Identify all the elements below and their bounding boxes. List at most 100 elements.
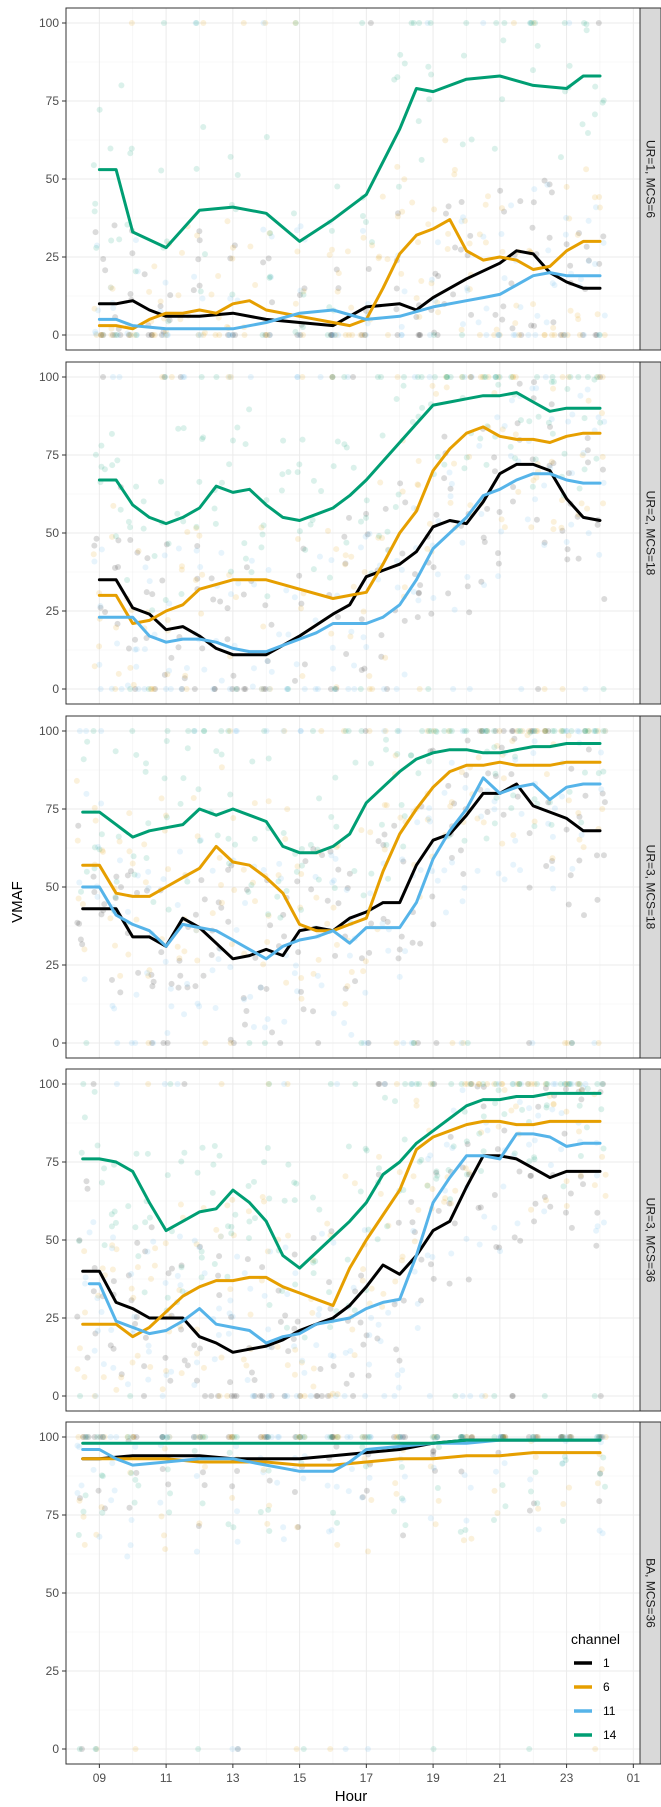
- data-point: [357, 332, 364, 338]
- data-point: [93, 535, 100, 542]
- data-point: [594, 1434, 601, 1440]
- data-point: [444, 374, 451, 380]
- data-point: [368, 239, 375, 246]
- data-point: [493, 20, 500, 26]
- data-point: [384, 918, 391, 925]
- data-point: [149, 591, 156, 598]
- data-point: [192, 20, 199, 26]
- data-point: [202, 1040, 209, 1046]
- data-point: [527, 20, 534, 26]
- data-point: [262, 20, 269, 26]
- data-point: [293, 1393, 300, 1399]
- data-point: [302, 858, 309, 865]
- data-point: [526, 1507, 533, 1514]
- data-point: [574, 728, 581, 734]
- data-point: [542, 728, 549, 734]
- data-point: [358, 955, 365, 962]
- y-tick-label: 25: [46, 1664, 60, 1678]
- data-point: [300, 545, 307, 552]
- data-point: [344, 983, 351, 990]
- data-point: [148, 332, 155, 338]
- data-point: [309, 517, 316, 524]
- data-point: [301, 1434, 308, 1440]
- data-point: [393, 1346, 400, 1353]
- data-point: [343, 1380, 350, 1387]
- data-point: [208, 1393, 215, 1399]
- data-point: [464, 287, 471, 294]
- data-point: [317, 1365, 324, 1372]
- data-point: [361, 569, 368, 576]
- data-point: [197, 332, 204, 338]
- data-point: [328, 246, 335, 253]
- data-point: [125, 645, 132, 652]
- data-point: [577, 1152, 584, 1159]
- data-point: [264, 593, 271, 600]
- data-point: [80, 1434, 87, 1440]
- data-point: [399, 208, 406, 215]
- data-point: [310, 1259, 317, 1266]
- data-point: [601, 799, 608, 806]
- data-point: [350, 1284, 357, 1291]
- data-point: [424, 728, 431, 734]
- data-point: [218, 1233, 225, 1240]
- data-point: [434, 453, 441, 460]
- data-point: [545, 247, 552, 254]
- data-point: [397, 1434, 404, 1440]
- data-point: [294, 469, 301, 476]
- data-point: [277, 875, 284, 882]
- data-point: [260, 226, 267, 233]
- data-point: [477, 374, 484, 380]
- data-point: [531, 728, 538, 734]
- data-point: [575, 1081, 582, 1087]
- data-point: [101, 466, 108, 473]
- data-point: [227, 1040, 234, 1046]
- data-point: [543, 862, 550, 869]
- data-point: [599, 1434, 606, 1440]
- data-point: [335, 270, 342, 277]
- data-point: [194, 575, 201, 582]
- data-point: [277, 914, 284, 921]
- data-point: [361, 1455, 368, 1462]
- data-point: [498, 1434, 505, 1440]
- data-point: [124, 1553, 131, 1560]
- data-point: [278, 487, 285, 494]
- data-point: [398, 1257, 405, 1264]
- data-point: [110, 1364, 117, 1371]
- data-point: [263, 497, 270, 504]
- data-point: [358, 728, 365, 734]
- data-point: [446, 728, 453, 734]
- data-point: [228, 591, 235, 598]
- data-point: [348, 628, 355, 635]
- data-point: [508, 374, 515, 380]
- data-point: [109, 1460, 116, 1467]
- data-point: [116, 374, 123, 380]
- data-point: [111, 332, 118, 338]
- data-point: [248, 881, 255, 888]
- data-point: [596, 260, 603, 267]
- data-point: [443, 374, 450, 380]
- data-point: [114, 640, 121, 647]
- data-point: [585, 257, 592, 264]
- data-point: [128, 1040, 135, 1046]
- data-point: [584, 1085, 591, 1092]
- data-point: [265, 798, 272, 805]
- data-point: [326, 251, 333, 258]
- data-point: [541, 1208, 548, 1215]
- data-point: [382, 505, 389, 512]
- data-point: [193, 547, 200, 554]
- data-point: [509, 1081, 516, 1087]
- data-point: [550, 1101, 557, 1108]
- data-point: [367, 20, 374, 26]
- data-point: [333, 1483, 340, 1490]
- data-point: [161, 775, 168, 782]
- data-point: [517, 1237, 524, 1244]
- facet-strip: [639, 1421, 661, 1765]
- data-point: [463, 1171, 470, 1178]
- data-point: [307, 521, 314, 528]
- data-point: [385, 875, 392, 882]
- data-point: [382, 728, 389, 734]
- data-point: [145, 820, 152, 827]
- data-point: [229, 941, 236, 948]
- data-point: [484, 809, 491, 816]
- data-point: [144, 1248, 151, 1255]
